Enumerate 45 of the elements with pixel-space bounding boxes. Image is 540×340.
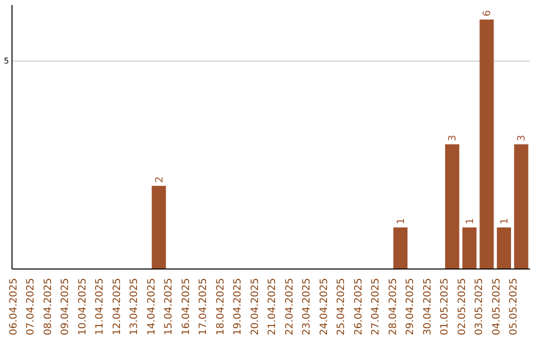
- x-tick-label: 15.04.2025: [164, 278, 175, 336]
- x-tick-label: 01.05.2025: [440, 278, 451, 336]
- bar: [462, 227, 477, 269]
- bar: [496, 227, 512, 269]
- x-tick-label: 09.04.2025: [60, 278, 72, 336]
- x-tick-label: 10.04.2025: [77, 278, 88, 336]
- bar: [393, 227, 408, 269]
- bar: [445, 144, 460, 269]
- x-tick-label: 04.05.2025: [491, 278, 502, 336]
- x-tick-label: 19.04.2025: [232, 278, 244, 336]
- x-tick-label: 28.04.2025: [388, 278, 399, 336]
- x-tick-label: 20.04.2025: [250, 278, 261, 336]
- x-tick-label: 12.04.2025: [112, 278, 123, 336]
- data-label: 3: [448, 134, 459, 142]
- x-tick-label: 07.04.2025: [26, 278, 37, 336]
- y-tick-label: 5: [4, 56, 9, 66]
- x-tick-label: 27.04.2025: [370, 278, 382, 336]
- x-tick-label: 08.04.2025: [42, 278, 54, 336]
- data-label: 1: [464, 218, 476, 224]
- x-tick-label: 25.04.2025: [336, 278, 348, 336]
- x-tick-label: 18.04.2025: [215, 278, 226, 336]
- data-label: 6: [482, 10, 494, 17]
- x-tick-label: 13.04.2025: [129, 278, 140, 336]
- x-tick-label: 22.04.2025: [284, 278, 296, 336]
- x-tick-label: 23.04.2025: [302, 278, 313, 336]
- x-tick-label: 06.04.2025: [8, 278, 20, 336]
- x-tick-label: 24.04.2025: [318, 278, 330, 336]
- x-tick-label: 21.04.2025: [267, 278, 278, 336]
- data-label: 3: [516, 134, 528, 142]
- x-tick-label: 11.04.2025: [94, 278, 106, 336]
- x-tick-label: 17.04.2025: [198, 278, 210, 336]
- data-label: 1: [396, 218, 407, 224]
- x-tick-label: 29.04.2025: [405, 278, 416, 336]
- bar: [480, 20, 494, 269]
- x-tick-label: 26.04.2025: [353, 278, 364, 336]
- x-tick-label: 03.05.2025: [474, 278, 486, 336]
- x-tick-label: 05.05.2025: [508, 278, 520, 336]
- x-tick-label: 02.05.2025: [456, 278, 468, 336]
- x-tick-label: 16.04.2025: [180, 278, 192, 336]
- bar: [152, 186, 166, 269]
- x-tick-label: 14.04.2025: [146, 278, 158, 336]
- data-label: 1: [499, 218, 510, 224]
- data-label: 2: [154, 176, 166, 183]
- bar: [514, 144, 528, 269]
- x-tick-label: 30.04.2025: [422, 278, 434, 336]
